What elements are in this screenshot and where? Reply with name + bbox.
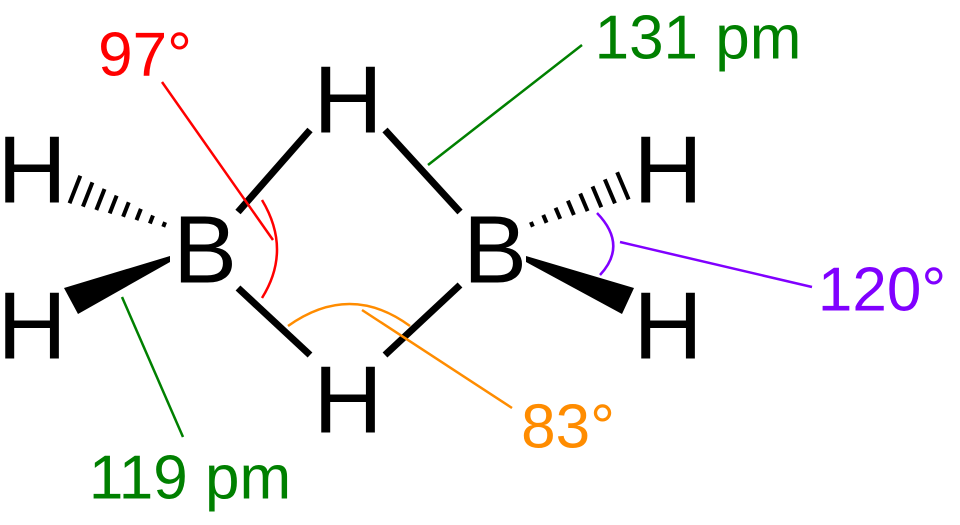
angle-arc (596, 212, 615, 276)
hash-stroke (602, 178, 617, 205)
hash-stroke (81, 181, 95, 208)
leader-line (160, 81, 275, 241)
annotation: 120° (818, 256, 946, 325)
hash-stroke (566, 199, 576, 216)
angle-arc (260, 199, 279, 299)
atom-label: H (0, 117, 67, 224)
bond (382, 282, 463, 358)
annotation: 83° (521, 393, 615, 462)
hashed-wedge (67, 175, 167, 228)
atom-label: H (313, 347, 382, 454)
atom-label: H (633, 117, 702, 224)
leader-line (427, 44, 583, 166)
annotation: 97° (98, 21, 192, 90)
hash-stroke (615, 171, 631, 201)
hash-stroke (541, 214, 549, 224)
atom-label: B (173, 197, 237, 304)
hash-stroke (134, 208, 143, 221)
hash-stroke (161, 221, 167, 228)
bond (382, 127, 463, 215)
atom-label: H (633, 273, 702, 380)
solid-wedge (64, 256, 170, 314)
atom-label: H (313, 47, 382, 154)
hash-stroke (67, 175, 83, 204)
leader-line (120, 296, 185, 438)
annotation: 119 pm (89, 444, 291, 513)
hash-stroke (578, 192, 590, 212)
hash-stroke (590, 185, 604, 209)
leader-line (619, 240, 813, 289)
solid-wedge (526, 256, 634, 314)
hash-stroke (529, 221, 535, 228)
bond (235, 285, 313, 358)
hashed-wedge (529, 171, 631, 228)
hash-stroke (121, 201, 131, 218)
leader-line (361, 308, 513, 410)
angle-arc (287, 302, 411, 328)
hash-stroke (148, 214, 155, 225)
atom-label: H (0, 273, 67, 380)
bond (235, 127, 313, 215)
hash-stroke (553, 207, 563, 220)
hash-stroke (94, 188, 107, 211)
hash-stroke (107, 194, 119, 215)
atom-label: B (463, 197, 527, 304)
annotation: 131 pm (595, 4, 802, 73)
